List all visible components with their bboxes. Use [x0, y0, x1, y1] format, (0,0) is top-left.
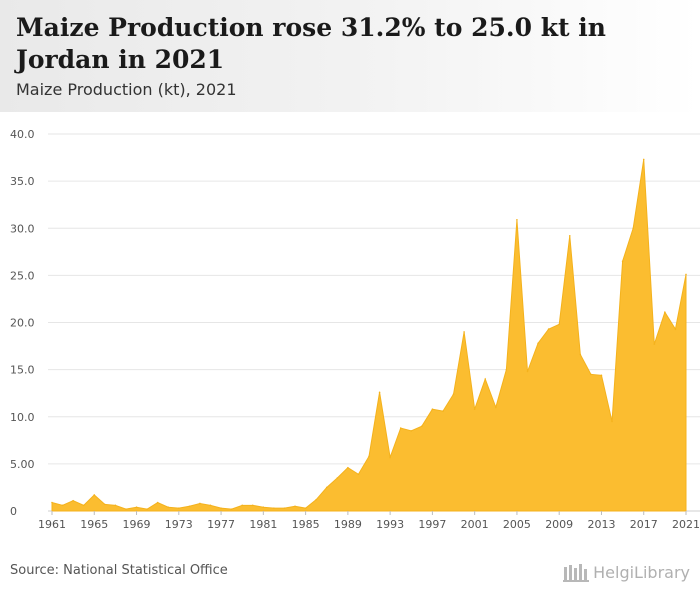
- y-tick-label: 35.0: [10, 175, 35, 188]
- data-point: [262, 506, 265, 509]
- data-point: [135, 506, 138, 509]
- x-tick-label: 2005: [503, 518, 531, 531]
- x-tick-label: 1961: [38, 518, 66, 531]
- y-tick-label: 40.0: [10, 128, 35, 141]
- data-point: [399, 427, 402, 429]
- y-axis: 0 5.00 10.0 15.0 20.0 25.0 30.0 35.0 40.0: [10, 128, 35, 518]
- header: Maize Production rose 31.2% to 25.0 kt i…: [0, 0, 700, 112]
- y-tick-label: 10.0: [10, 411, 35, 424]
- data-point: [421, 425, 423, 427]
- data-point: [463, 331, 465, 333]
- data-area: [51, 158, 687, 512]
- data-point: [431, 408, 434, 411]
- data-point: [484, 378, 487, 380]
- data-point: [632, 227, 634, 230]
- data-point: [389, 456, 391, 459]
- x-tick-label: 1969: [123, 518, 151, 531]
- chart-subtitle: Maize Production (kt), 2021: [16, 80, 237, 99]
- data-point: [178, 507, 180, 509]
- data-point: [611, 420, 613, 423]
- y-tick-label: 15.0: [10, 364, 35, 377]
- library-icon: [563, 564, 590, 582]
- y-tick-label: 5.00: [10, 458, 35, 471]
- data-point: [452, 393, 455, 395]
- data-point: [473, 408, 476, 411]
- data-point: [442, 410, 444, 412]
- data-point: [273, 507, 275, 509]
- data-point: [156, 501, 159, 504]
- x-tick-label: 2009: [545, 518, 573, 531]
- data-point: [51, 501, 53, 504]
- data-point: [664, 311, 666, 313]
- data-point: [315, 498, 317, 501]
- data-point: [642, 158, 645, 161]
- data-point: [495, 406, 497, 409]
- data-point: [294, 505, 296, 508]
- data-point: [547, 328, 550, 330]
- data-point: [579, 353, 582, 356]
- y-tick-label: 25.0: [10, 269, 35, 282]
- x-tick-label: 1989: [334, 518, 362, 531]
- data-point: [167, 506, 170, 509]
- data-point: [199, 502, 201, 505]
- data-point: [325, 486, 328, 489]
- data-point: [621, 260, 624, 263]
- x-tick-label: 1973: [165, 518, 193, 531]
- x-tick-label: 2013: [587, 518, 615, 531]
- data-point: [378, 391, 381, 394]
- source-note: Source: National Statistical Office: [10, 563, 228, 578]
- x-tick-label: 1965: [80, 518, 108, 531]
- data-point: [368, 455, 370, 458]
- data-point: [230, 508, 233, 510]
- data-point: [283, 507, 286, 509]
- data-point: [125, 508, 127, 510]
- data-point: [516, 218, 518, 221]
- data-point: [336, 477, 339, 479]
- x-tick-label: 2021: [672, 518, 700, 531]
- x-tick-label: 1977: [207, 518, 235, 531]
- x-tick-label: 1985: [292, 518, 320, 531]
- data-point: [93, 494, 96, 496]
- data-point: [590, 373, 592, 376]
- area-series: [51, 159, 687, 512]
- helgi-library-logo[interactable]: HelgiLibrary: [563, 560, 690, 584]
- data-point: [537, 342, 539, 345]
- x-tick-label: 1993: [376, 518, 404, 531]
- data-point: [82, 504, 85, 507]
- x-tick-label: 1981: [249, 518, 277, 531]
- x-tick-label: 2001: [461, 518, 489, 531]
- data-point: [188, 505, 191, 508]
- y-tick-label: 30.0: [10, 222, 35, 235]
- y-tick-label: 20.0: [10, 317, 35, 330]
- x-tick-label: 2017: [630, 518, 658, 531]
- x-axis: 1961 1965 1969 1973 1977 1981 1985 1989 1993 1997…: [38, 511, 700, 531]
- data-point: [653, 343, 656, 345]
- data-point: [600, 374, 603, 377]
- y-tick-label: 0: [10, 505, 17, 518]
- logo-text: HelgiLibrary: [593, 562, 690, 582]
- data-point: [558, 323, 560, 326]
- data-point: [410, 430, 413, 432]
- data-point: [251, 504, 254, 507]
- data-point: [72, 499, 74, 502]
- data-point: [241, 504, 243, 507]
- data-point: [347, 466, 349, 469]
- data-point: [568, 234, 571, 237]
- x-tick-label: 1997: [418, 518, 446, 531]
- data-point: [505, 368, 508, 371]
- page-title: Maize Production rose 31.2% to 25.0 kt i…: [16, 13, 606, 74]
- data-point: [220, 507, 222, 509]
- data-point: [114, 504, 117, 507]
- data-point: [209, 504, 212, 507]
- data-point: [674, 328, 677, 330]
- data-point: [304, 507, 307, 509]
- data-point: [61, 504, 64, 507]
- data-point: [526, 370, 529, 373]
- data-point: [357, 473, 360, 476]
- data-point: [104, 503, 106, 506]
- data-point: [146, 508, 148, 510]
- data-point: [685, 273, 687, 276]
